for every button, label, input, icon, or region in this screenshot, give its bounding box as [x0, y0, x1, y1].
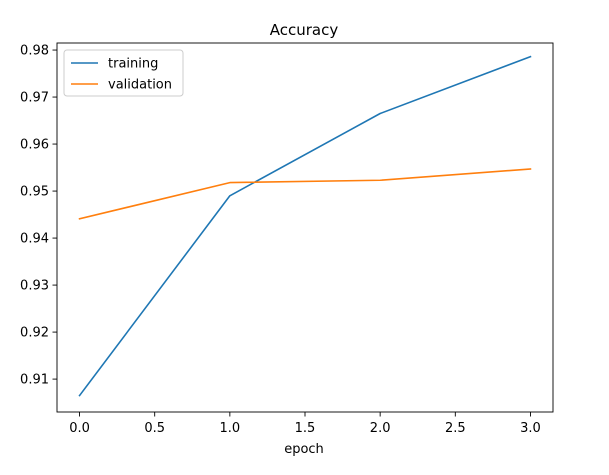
x-tick-label: 0.5 — [144, 421, 165, 436]
x-tick-label: 2.5 — [445, 421, 466, 436]
legend: training validation — [63, 49, 184, 97]
x-tick-label: 1.0 — [220, 421, 241, 436]
y-tick-label: 0.94 — [20, 232, 49, 247]
legend-label-training: training — [108, 57, 158, 72]
y-tick-label: 0.95 — [20, 185, 49, 200]
axes-layer: 0.0 0.5 1.0 1.5 2.0 2.5 3.0 0.91 0.92 0.93 0.94 0.9… — [20, 42, 554, 436]
y-tick-label: 0.93 — [20, 279, 49, 294]
y-tick-label: 0.96 — [20, 138, 49, 153]
y-tick-label: 0.97 — [20, 91, 49, 106]
series-line-validation — [78, 168, 532, 220]
chart-title: Accuracy — [270, 21, 339, 39]
y-tick-label: 0.98 — [20, 44, 49, 59]
x-tick-label: 3.0 — [520, 421, 541, 436]
legend-label-validation: validation — [108, 78, 172, 93]
y-tick-label: 0.91 — [20, 373, 49, 388]
series-line-training — [78, 55, 532, 397]
x-tick-label: 2.0 — [370, 421, 391, 436]
x-tick-label: 0.0 — [69, 421, 90, 436]
series-layer — [78, 55, 532, 397]
y-tick-label: 0.92 — [20, 326, 49, 341]
x-tick-label: 1.5 — [295, 421, 316, 436]
x-axis-label: epoch — [284, 442, 324, 457]
